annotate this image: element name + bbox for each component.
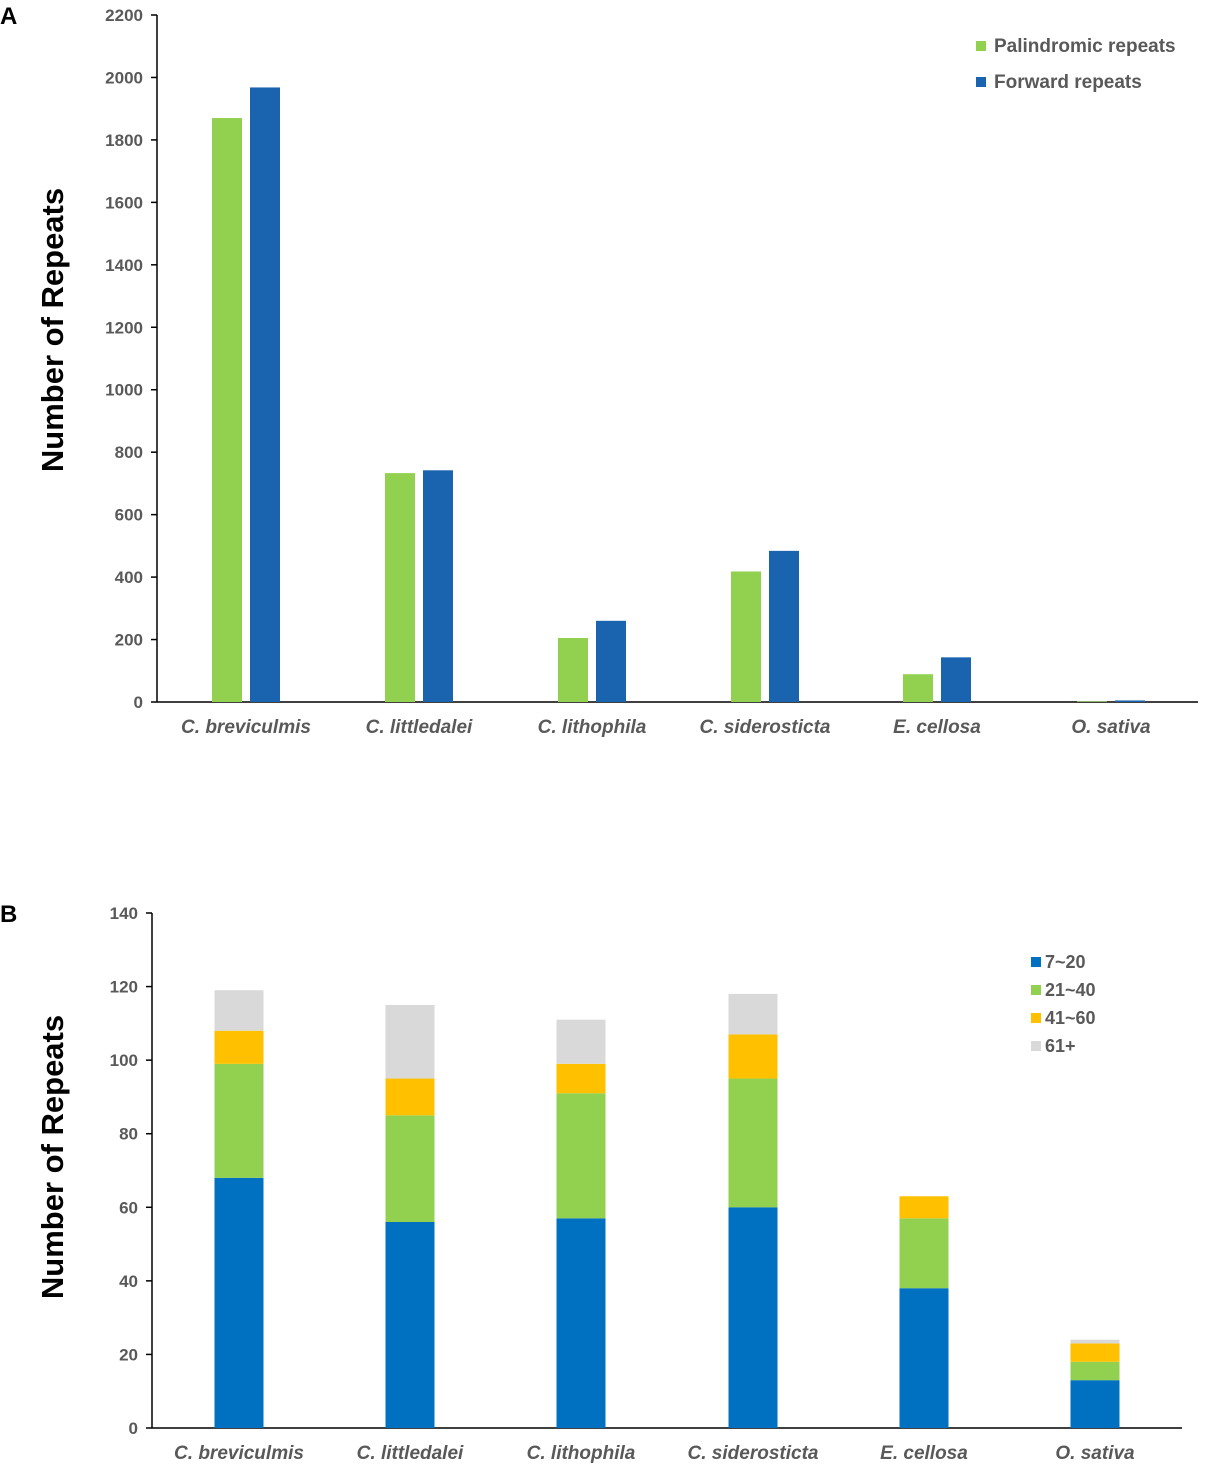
- panel-b: B Number of Repeats 0 20 40 60 80 100 120 140 C…: [0, 901, 1182, 1464]
- panel-b-bar-7-20-c-lithophila: [556, 1218, 606, 1428]
- panel-a-legend-swatch-forward-repeats: [976, 77, 986, 87]
- panel-b-bar-21-40-c-lithophila: [556, 1093, 606, 1219]
- panel-b-bar-21-40-e-cellosa: [899, 1218, 949, 1289]
- panel-a-bar-forward-repeats-c-breviculmis: [250, 87, 280, 703]
- panel-a-category-label: C. breviculmis: [181, 717, 311, 738]
- panel-a: A Number of Repeats 0 200 400 600 800 1000 120…: [0, 3, 1198, 738]
- panel-b-ytick-label: 40: [119, 1272, 138, 1291]
- panel-b-label: B: [0, 901, 17, 928]
- panel-a-ytick-label: 2200: [105, 6, 143, 25]
- panel-a-bar-forward-repeats-e-cellosa: [941, 657, 971, 702]
- panel-b-bar-61-c-breviculmis: [214, 990, 264, 1031]
- panel-b-bar-41-60-c-littledalei: [385, 1078, 435, 1116]
- panel-a-bar-forward-repeats-o-sativa: [1115, 700, 1145, 702]
- panel-a-label: A: [0, 3, 17, 30]
- panel-b-ytick-label: 0: [129, 1419, 138, 1438]
- panel-a-ytick-label: 0: [134, 693, 143, 712]
- panel-b-legend-label: 61+: [1045, 1036, 1076, 1056]
- panel-b-ytick-label: 20: [119, 1345, 138, 1364]
- panel-a-category-label: C. lithophila: [538, 717, 647, 738]
- panel-a-ytick-label: 1600: [105, 193, 143, 212]
- panel-b-legend-swatch-7-20: [1031, 957, 1041, 967]
- panel-a-legend-label: Forward repeats: [994, 72, 1142, 93]
- panel-a-category-label: C. littledalei: [366, 717, 473, 738]
- panel-a-legend-swatch-palindromic-repeats: [976, 41, 986, 51]
- panel-b-legend-swatch-61: [1031, 1041, 1041, 1051]
- panel-b-category-label: C. siderosticta: [688, 1443, 819, 1464]
- panel-b-category-label: O. sativa: [1055, 1443, 1135, 1464]
- panel-b-bar-7-20-c-littledalei: [385, 1222, 435, 1428]
- panel-a-ytick-label: 1400: [105, 256, 143, 275]
- panel-b-legend-label: 41~60: [1045, 1008, 1096, 1028]
- panel-a-bar-forward-repeats-c-lithophila: [596, 620, 626, 702]
- panel-a-ytick-label: 600: [115, 506, 143, 525]
- panel-b-bar-61-c-littledalei: [385, 1004, 435, 1079]
- panel-b-category-label: C. breviculmis: [174, 1443, 304, 1464]
- panel-b-bar-21-40-c-breviculmis: [214, 1063, 264, 1178]
- panel-a-bar-forward-repeats-c-littledalei: [423, 470, 453, 702]
- panel-a-bar-palindromic-repeats-c-breviculmis: [212, 118, 242, 703]
- panel-a-category-label: O. sativa: [1071, 717, 1151, 738]
- panel-a-ytick-label: 1800: [105, 131, 143, 150]
- panel-a-ytick-label: 2000: [105, 68, 143, 87]
- panel-a-ytick-label: 800: [115, 443, 143, 462]
- panel-a-ylabel: Number of Repeats: [35, 188, 70, 472]
- panel-b-legend-swatch-21-40: [1031, 985, 1041, 995]
- panel-a-bar-palindromic-repeats-c-littledalei: [385, 473, 415, 702]
- panel-a-bar-forward-repeats-c-siderosticta: [769, 550, 799, 702]
- panel-b-ylabel: Number of Repeats: [35, 1015, 70, 1299]
- panel-b-bar-7-20-c-siderosticta: [728, 1207, 778, 1428]
- panel-a-ytick-label: 1000: [105, 381, 143, 400]
- panel-a-ytick-label: 200: [115, 631, 143, 650]
- panel-b-bar-7-20-e-cellosa: [899, 1288, 949, 1428]
- panel-b-bar-41-60-c-siderosticta: [728, 1034, 778, 1079]
- panel-a-bar-palindromic-repeats-c-lithophila: [558, 637, 588, 702]
- panel-a-ytick-label: 400: [115, 568, 143, 587]
- panel-b-ytick-label: 140: [110, 904, 138, 923]
- panel-a-legend-label: Palindromic repeats: [994, 36, 1176, 57]
- panel-b-category-label: E. cellosa: [880, 1443, 968, 1464]
- panel-b-legend-swatch-41-60: [1031, 1013, 1041, 1023]
- panel-b-bar-61-o-sativa: [1070, 1339, 1120, 1344]
- panel-b-bar-41-60-o-sativa: [1070, 1343, 1120, 1362]
- panel-b-legend-label: 7~20: [1045, 952, 1086, 972]
- panel-b-ytick-label: 60: [119, 1198, 138, 1217]
- panel-a-bar-palindromic-repeats-c-siderosticta: [731, 571, 761, 702]
- panel-b-bar-41-60-c-lithophila: [556, 1063, 606, 1094]
- panel-b-ytick-label: 100: [110, 1051, 138, 1070]
- panel-b-bar-41-60-e-cellosa: [899, 1196, 949, 1219]
- panel-b-ytick-label: 80: [119, 1125, 138, 1144]
- panel-b-bar-7-20-o-sativa: [1070, 1380, 1120, 1428]
- panel-b-bar-41-60-c-breviculmis: [214, 1030, 264, 1064]
- panel-a-category-label: C. siderosticta: [700, 717, 831, 738]
- panel-b-bar-7-20-c-breviculmis: [214, 1177, 264, 1428]
- panel-a-bar-palindromic-repeats-o-sativa: [1077, 701, 1107, 702]
- panel-b-bar-21-40-o-sativa: [1070, 1361, 1120, 1381]
- panel-b-bar-61-c-lithophila: [556, 1019, 606, 1064]
- panel-b-category-label: C. lithophila: [527, 1443, 636, 1464]
- panel-a-ytick-label: 1200: [105, 318, 143, 337]
- panel-b-bar-21-40-c-littledalei: [385, 1115, 435, 1222]
- panel-b-bar-61-c-siderosticta: [728, 993, 778, 1035]
- panel-b-category-label: C. littledalei: [357, 1443, 464, 1464]
- panel-b-bar-21-40-c-siderosticta: [728, 1078, 778, 1208]
- panel-b-legend-label: 21~40: [1045, 980, 1096, 1000]
- panel-b-ytick-label: 120: [110, 978, 138, 997]
- panel-a-category-label: E. cellosa: [893, 717, 981, 738]
- panel-a-bar-palindromic-repeats-e-cellosa: [903, 674, 933, 702]
